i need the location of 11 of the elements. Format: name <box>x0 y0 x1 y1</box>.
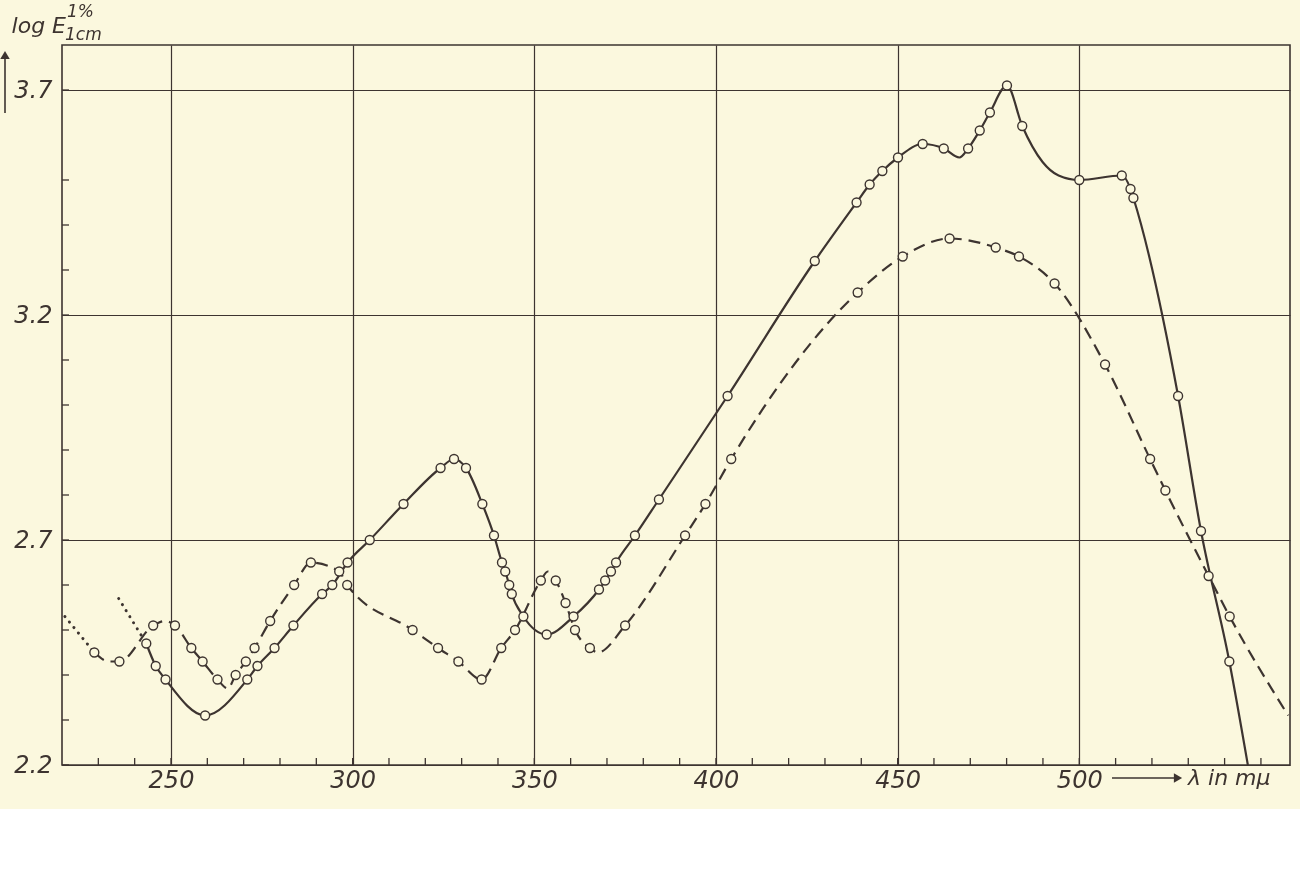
y-tick-label: 3.7 <box>14 75 54 104</box>
x-tick-label: 350 <box>511 765 558 794</box>
y-tick-label: 3.2 <box>14 300 53 329</box>
y-tick-label: 2.7 <box>14 525 54 554</box>
x-tick-label: 500 <box>1056 765 1103 794</box>
x-tick-label: 450 <box>875 765 922 794</box>
y-tick-label: 2.2 <box>14 750 53 779</box>
x-tick-label: 400 <box>693 765 740 794</box>
x-tick-label: 250 <box>148 765 195 794</box>
x-axis-title: λ in mμ <box>1187 765 1271 790</box>
x-tick-label: 300 <box>330 765 377 794</box>
